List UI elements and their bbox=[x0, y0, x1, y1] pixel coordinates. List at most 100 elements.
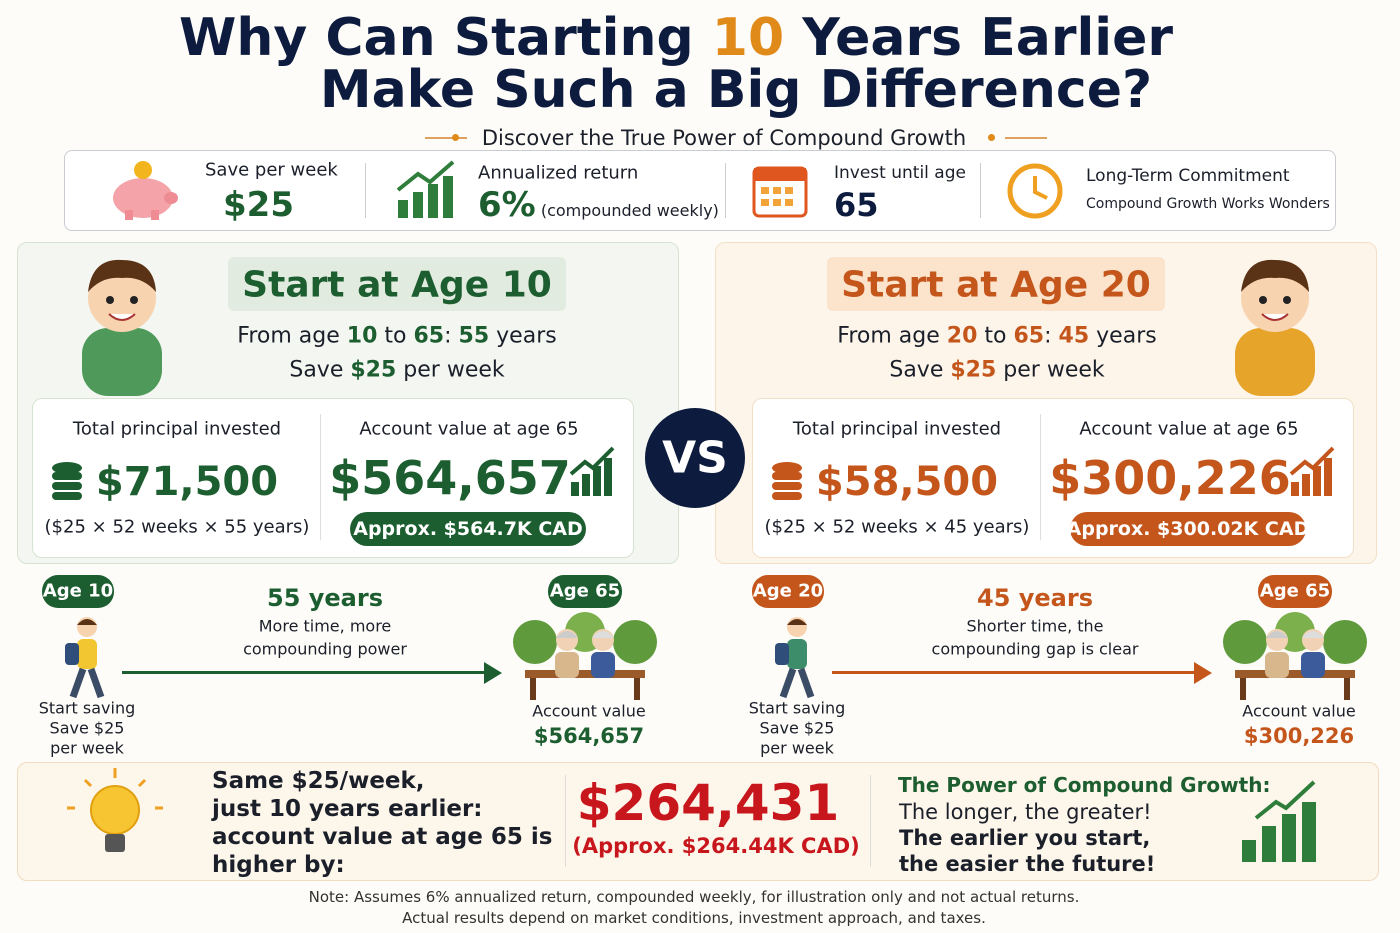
summary-lead: Same $25/week, bbox=[212, 768, 425, 794]
end-value: $300,226 bbox=[1243, 724, 1355, 748]
divider bbox=[320, 414, 321, 540]
range-connector: to bbox=[984, 323, 1007, 349]
start-caption: Save $25 bbox=[49, 718, 125, 738]
arrow-line bbox=[832, 671, 1198, 674]
principal-formula: ($25 × 52 weeks × 45 years) bbox=[764, 516, 1030, 538]
end-badge: Age 65 bbox=[549, 580, 621, 602]
save-line: Save $25 per week bbox=[289, 358, 504, 383]
scenario-heading: Start at Age 10 bbox=[242, 264, 552, 306]
principal-label: Total principal invested bbox=[72, 418, 282, 440]
account-value: $564,657 bbox=[329, 451, 571, 505]
dot bbox=[988, 134, 995, 141]
arrow-head bbox=[484, 662, 502, 684]
title-line2: Make Such a Big Difference? bbox=[319, 60, 1153, 120]
rule bbox=[425, 137, 467, 139]
growth-icon bbox=[1289, 446, 1335, 496]
summary-lead: higher by: bbox=[212, 852, 345, 878]
walker-illustration bbox=[65, 617, 105, 699]
range-start: 20 bbox=[946, 323, 978, 349]
range-unit: years bbox=[1096, 323, 1157, 349]
save-prefix: Save bbox=[889, 357, 944, 383]
duration: 45 years bbox=[977, 584, 1093, 612]
range-prefix: From age bbox=[237, 323, 340, 349]
assumption-note: (compounded weekly) bbox=[540, 201, 719, 220]
save-amount: $25 bbox=[350, 357, 397, 383]
summary-lead: just 10 years earlier: bbox=[212, 796, 483, 822]
scenario-heading: Start at Age 20 bbox=[841, 264, 1151, 306]
difference: $264,431 bbox=[576, 774, 840, 832]
range-line: From age 10 to 65: 55 years bbox=[237, 324, 556, 349]
title-line1: Why Can Starting 10 Years Earlier bbox=[179, 8, 1173, 68]
start-caption: per week bbox=[760, 738, 834, 758]
save-suffix: per week bbox=[1003, 357, 1105, 383]
piggy-icon bbox=[113, 161, 178, 220]
end-label: Account value bbox=[532, 701, 646, 721]
summary-box bbox=[17, 762, 1379, 881]
range-years: 55 bbox=[458, 323, 490, 349]
age-badge bbox=[548, 575, 622, 608]
summary-heading: The Power of Compound Growth: bbox=[898, 773, 1271, 797]
assumption-note: Compound Growth Works Wonders bbox=[1086, 196, 1330, 212]
summary-lead: account value at age 65 is bbox=[212, 824, 553, 850]
duration-caption: Shorter time, the bbox=[966, 616, 1104, 636]
divider bbox=[980, 163, 981, 218]
growth-icon bbox=[396, 160, 455, 218]
elders-illustration bbox=[1223, 612, 1367, 700]
range-years: 45 bbox=[1058, 323, 1090, 349]
age-badge bbox=[752, 575, 824, 608]
subtitle: Discover the True Power of Compound Grow… bbox=[481, 126, 967, 150]
range-start: 10 bbox=[346, 323, 378, 349]
assumption-label: Long-Term Commitment bbox=[1086, 166, 1290, 186]
difference-approx: (Approx. $264.44K CAD) bbox=[572, 834, 860, 858]
walker-illustration bbox=[775, 617, 815, 699]
divider bbox=[565, 775, 566, 867]
range-unit: years bbox=[496, 323, 557, 349]
summary-line: The longer, the greater! bbox=[899, 800, 1152, 824]
coins-icon bbox=[772, 462, 802, 500]
age-badge bbox=[42, 575, 114, 608]
approx-pill bbox=[350, 512, 586, 546]
divider bbox=[725, 163, 726, 218]
divider bbox=[870, 775, 871, 867]
calendar-icon bbox=[752, 166, 808, 218]
account-label: Account value at age 65 bbox=[1079, 418, 1299, 440]
start-caption: Start saving bbox=[38, 698, 136, 718]
range-end: 65 bbox=[413, 323, 445, 349]
duration-caption: compounding gap is clear bbox=[931, 639, 1139, 659]
summary-line: the easier the future! bbox=[899, 852, 1156, 876]
coins-icon bbox=[52, 462, 82, 500]
end-badge: Age 65 bbox=[1259, 580, 1331, 602]
range-colon: : bbox=[444, 323, 452, 349]
growth-icon bbox=[1242, 780, 1316, 862]
elders-illustration bbox=[513, 612, 657, 700]
assumption-value: 6% bbox=[478, 185, 536, 225]
range-line: From age 20 to 65: 45 years bbox=[837, 324, 1156, 349]
save-amount: $25 bbox=[950, 357, 997, 383]
start-caption: Start saving bbox=[748, 698, 846, 718]
range-colon: : bbox=[1044, 323, 1052, 349]
heading-pill bbox=[228, 257, 566, 311]
start-caption: per week bbox=[50, 738, 124, 758]
assumption-label: Annualized return bbox=[478, 162, 639, 184]
kid-illustration bbox=[1235, 259, 1315, 396]
save-suffix: per week bbox=[403, 357, 505, 383]
duration-caption: compounding power bbox=[243, 639, 407, 659]
save-prefix: Save bbox=[289, 357, 344, 383]
principal-value: $71,500 bbox=[95, 459, 279, 505]
account-approx: Approx. $564.7K CAD bbox=[353, 518, 583, 540]
end-value: $564,657 bbox=[533, 724, 645, 748]
approx-pill bbox=[1070, 512, 1306, 546]
vs-text: VS bbox=[662, 432, 728, 484]
rule bbox=[1005, 137, 1047, 139]
assumption-bar bbox=[64, 150, 1336, 231]
heading-pill bbox=[827, 257, 1165, 311]
start-badge: Age 20 bbox=[752, 580, 824, 602]
assumption-value-row: 6% (compounded weekly) bbox=[478, 185, 719, 225]
start-caption: Save $25 bbox=[759, 718, 835, 738]
divider bbox=[365, 163, 366, 218]
start-badge: Age 10 bbox=[42, 580, 114, 602]
growth-icon bbox=[569, 446, 615, 496]
account-label: Account value at age 65 bbox=[359, 418, 579, 440]
arrow-line bbox=[122, 671, 488, 674]
